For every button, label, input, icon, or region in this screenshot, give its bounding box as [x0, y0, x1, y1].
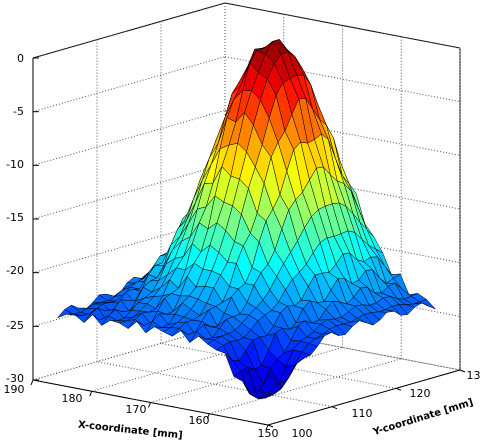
grid-line	[32, 56, 226, 113]
x-tick-label: 190	[4, 383, 25, 396]
surface-patch	[419, 299, 436, 310]
y-tick-label: 110	[352, 407, 373, 420]
x-axis-label: X-coordinate [mm]	[77, 420, 183, 442]
y-tick	[267, 424, 274, 428]
y-tick-label: 130	[467, 369, 481, 382]
y-tick	[395, 387, 402, 391]
x-tick-label: 180	[62, 392, 83, 405]
y-tick-label: 120	[410, 387, 431, 400]
grid-line	[224, 2, 461, 49]
x-tick	[206, 413, 210, 419]
x-tick	[265, 424, 269, 431]
z-tick-label: -25	[6, 319, 24, 332]
x-tick-label: 170	[126, 403, 147, 416]
x-tick	[89, 391, 93, 397]
y-tick-label: 100	[292, 427, 313, 440]
z-tick-label: -20	[6, 264, 24, 277]
y-tick-labels: 100 110 120 130	[292, 369, 481, 440]
z-tick-label: -5	[13, 105, 24, 118]
grid-line	[160, 342, 397, 389]
x-tick-label: 160	[189, 414, 210, 427]
y-axis-label: Y-coordinate [mm]	[371, 397, 475, 438]
grid-line	[96, 361, 333, 408]
grid-line	[32, 109, 226, 166]
z-tick-label: -30	[6, 372, 24, 385]
x-tick-label: 150	[258, 427, 279, 440]
grid-line	[91, 335, 284, 392]
grid-line	[32, 217, 226, 274]
z-tick-labels: 0 -5 -10 -15 -20 -25 -30	[6, 52, 24, 385]
surface-patch	[259, 374, 277, 395]
y-axis-line	[267, 369, 461, 426]
y-tick	[331, 406, 338, 410]
z-tick-label: -10	[6, 158, 24, 171]
grid-line	[32, 324, 226, 381]
z-tick-label: -15	[6, 211, 24, 224]
axes-box-front	[30, 57, 466, 431]
grid-line	[209, 358, 402, 415]
x-tick	[30, 379, 34, 386]
grid-line	[32, 2, 226, 59]
y-tick	[459, 369, 466, 373]
grid-line	[32, 163, 226, 220]
x-tick	[148, 402, 151, 408]
surface-mesh	[57, 39, 436, 400]
x-tick-labels: 150 160 170 180 190	[4, 383, 279, 440]
z-tick-label: 0	[17, 52, 24, 65]
grid-line	[224, 324, 461, 371]
